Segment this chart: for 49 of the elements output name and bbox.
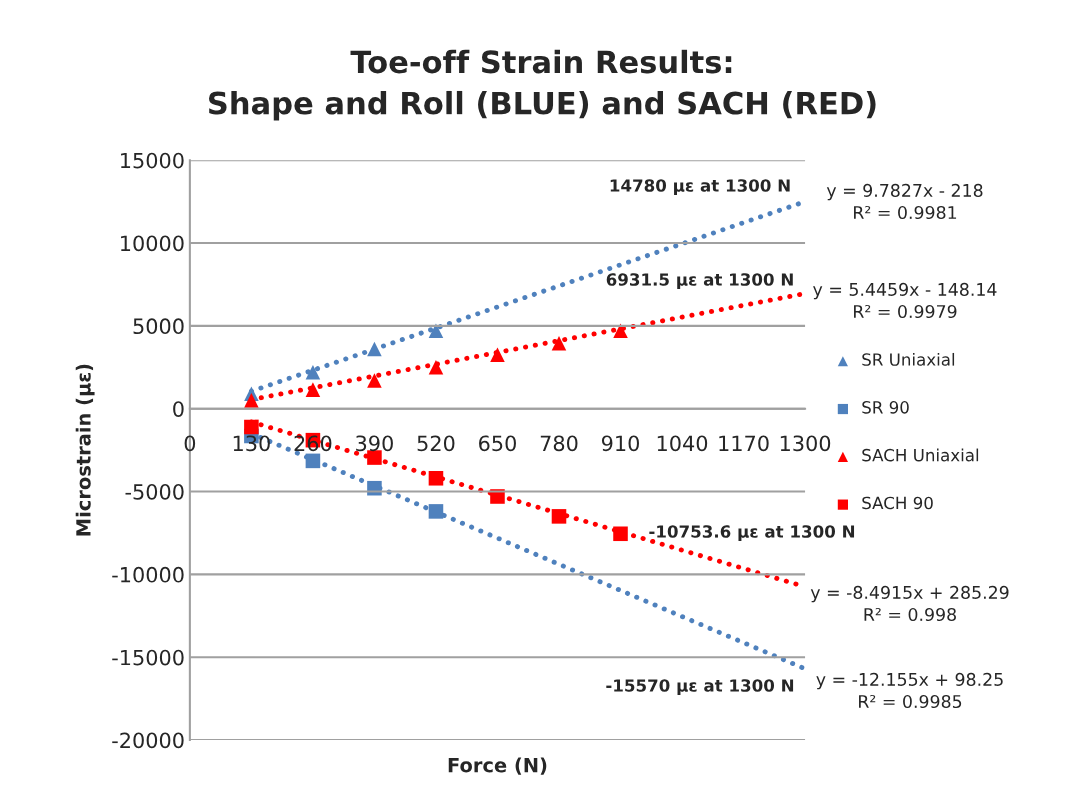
legend-label: SR Uniaxial [862,352,955,366]
chart-title: Toe-off Strain Results: Shape and Roll (BLUE) and SACH (RED) [209,49,876,121]
point [428,470,444,486]
text: y = -8.4915x + 285.29 R² = 0.998 [810,585,1009,622]
x-tick-label: 130 [233,435,270,452]
point [305,364,321,380]
annotation: 14780 με at 1300 N [610,179,790,196]
x-tick-label: 1040 [657,435,708,452]
point [551,509,567,524]
y-axis-title: Microstrain (με) [75,364,95,536]
x-tick-label: 0 [184,435,196,452]
x-tick-label: 520 [417,435,455,452]
y-tick-label: -5000 [125,483,184,500]
annotation: 6931.5 με at 1300 N [606,273,793,290]
x-axis-title: Force (N) [448,757,547,775]
point [244,393,259,408]
x-tick-label: 650 [479,435,516,452]
x-tick-label: 390 [356,435,393,452]
x-tick-label: 1170 [719,435,769,452]
x-tick-label: 260 [294,435,332,452]
point [305,382,321,397]
y-tick-label: 5000 [133,318,184,335]
annotation: -10753.6 με at 1300 N [649,525,855,542]
point [367,341,382,357]
y-tick-label: -20000 [112,732,184,749]
y-tick-label: -10000 [112,566,184,583]
point [428,359,444,375]
x-tick-label: 1300 [780,435,831,452]
legend-label: SACH Uniaxial [862,448,979,462]
y-tick-label: 15000 [121,152,184,169]
y-tick-label: 0 [173,401,184,417]
point [244,419,259,435]
annotation: -15570 με at 1300 N [606,679,794,696]
point [551,335,567,351]
x-tick-label: 780 [540,435,578,452]
text: y = -12.155x + 98.25 R² = 0.9985 [816,672,1003,709]
y-tick-label: -15000 [112,649,184,666]
text: y = 5.4459x - 148.14 R² = 0.9979 [813,282,997,319]
point [613,526,628,542]
point [428,323,444,339]
legend-label: SACH 90 [862,496,933,510]
point [367,373,382,388]
y-tick-label: 10000 [121,235,184,252]
x-tick-label: 910 [601,435,640,452]
text: y = 9.7827x - 218 R² = 0.9981 [826,183,983,220]
point [490,347,505,363]
legend-label: SR 90 [862,401,909,414]
point [428,504,444,519]
point [305,453,321,469]
